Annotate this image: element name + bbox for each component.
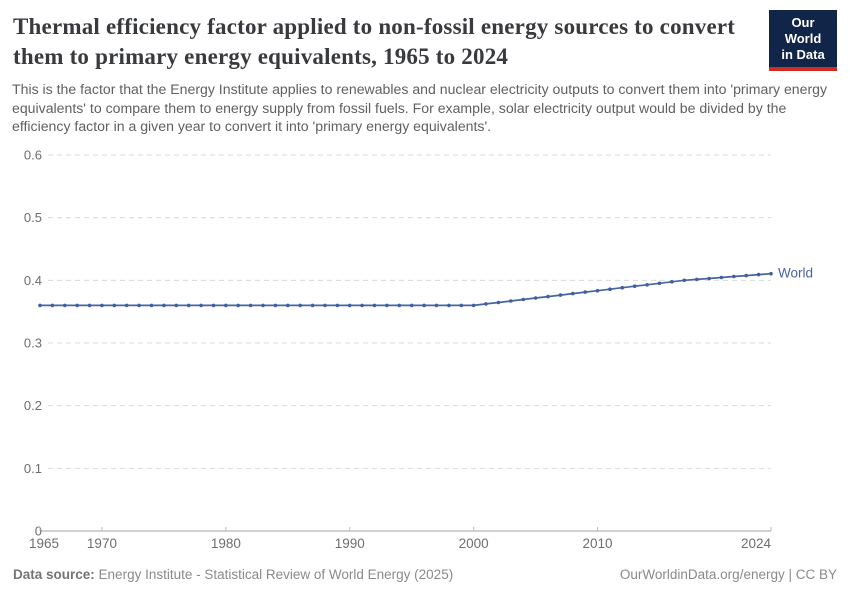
data-point[interactable] (657, 281, 662, 286)
data-point[interactable] (409, 303, 414, 308)
data-point[interactable] (496, 300, 501, 305)
x-axis-tick-label: 1970 (87, 536, 117, 551)
data-point[interactable] (286, 303, 290, 308)
data-point[interactable] (546, 294, 550, 299)
data-point[interactable] (484, 302, 488, 306)
y-axis-tick-label: 0.4 (24, 273, 42, 288)
data-point[interactable] (100, 303, 104, 308)
x-axis-tick-label: 1980 (211, 536, 241, 551)
y-axis-tick-label: 0.6 (24, 148, 42, 163)
x-axis-tick-label: 2024 (741, 536, 772, 551)
data-point[interactable] (224, 303, 228, 308)
data-point[interactable] (162, 303, 166, 308)
data-point[interactable] (63, 303, 67, 308)
data-point[interactable] (422, 303, 426, 308)
data-point[interactable] (261, 303, 265, 308)
y-axis-tick-label: 0.3 (24, 336, 42, 351)
data-point[interactable] (707, 276, 711, 281)
data-point[interactable] (174, 303, 179, 308)
data-point[interactable] (620, 285, 625, 290)
data-point[interactable] (509, 299, 513, 303)
data-point[interactable] (186, 303, 191, 308)
series-end-label[interactable]: World (778, 266, 813, 281)
data-point[interactable] (75, 303, 79, 308)
data-point[interactable] (756, 272, 761, 277)
data-point[interactable] (273, 303, 278, 308)
data-point[interactable] (744, 273, 748, 278)
data-source: Data source: Energy Institute - Statisti… (13, 567, 453, 582)
credit-link[interactable]: OurWorldinData.org/energy | CC BY (619, 567, 837, 582)
data-point[interactable] (682, 278, 687, 283)
x-axis-tick-label: 2000 (459, 536, 489, 551)
data-point[interactable] (298, 303, 303, 308)
data-point[interactable] (670, 280, 674, 284)
y-axis-tick-label: 0.1 (24, 461, 42, 476)
data-point[interactable] (732, 274, 736, 279)
data-point[interactable] (447, 303, 451, 308)
line-chart-plot[interactable]: 0 0.1 0.2 0.3 0.4 0.5 0.6 1965 1970 1980 1990 2000 2… (0, 140, 850, 560)
data-source-label: Data source: (13, 567, 95, 582)
data-point[interactable] (434, 303, 439, 308)
data-point[interactable] (137, 303, 141, 308)
data-point[interactable] (248, 303, 253, 308)
data-point[interactable] (595, 288, 600, 293)
x-axis-tick-label: 2010 (583, 536, 613, 551)
data-point[interactable] (397, 303, 402, 308)
owid-logo-line2: in Data (781, 47, 825, 62)
data-point[interactable] (124, 303, 129, 308)
data-point[interactable] (571, 291, 575, 296)
chart-subtitle: This is the factor that the Energy Insti… (12, 81, 828, 135)
data-point[interactable] (769, 271, 773, 276)
data-point[interactable] (632, 284, 637, 288)
data-point[interactable] (347, 303, 352, 308)
data-point[interactable] (719, 275, 724, 280)
data-point[interactable] (360, 303, 364, 308)
y-axis-tick-label: 0 (35, 524, 42, 539)
owid-logo: Our World in Data (769, 10, 837, 71)
data-point[interactable] (372, 303, 377, 308)
data-point[interactable] (236, 303, 240, 308)
data-point[interactable] (323, 303, 327, 308)
data-point[interactable] (211, 303, 216, 308)
data-point[interactable] (87, 303, 92, 308)
data-point[interactable] (694, 277, 699, 282)
data-point[interactable] (471, 303, 476, 308)
data-point[interactable] (38, 303, 42, 308)
data-point[interactable] (583, 290, 587, 294)
y-axis-tick-label: 0.5 (24, 210, 42, 225)
data-point[interactable] (50, 303, 55, 308)
data-point[interactable] (521, 297, 525, 302)
data-point[interactable] (645, 283, 649, 287)
x-axis-tick-label: 1990 (335, 536, 365, 551)
owid-logo-line1: Our World (784, 15, 822, 46)
y-axis-tick-label: 0.2 (24, 398, 42, 413)
data-point[interactable] (558, 293, 563, 297)
chart-footer: Data source: Energy Institute - Statisti… (13, 567, 837, 582)
data-point[interactable] (310, 303, 315, 308)
data-point[interactable] (385, 303, 389, 308)
data-point[interactable] (112, 303, 117, 308)
data-point[interactable] (199, 303, 203, 308)
chart-title: Thermal efficiency factor applied to non… (13, 14, 736, 69)
x-axis-tick-label: 1965 (29, 536, 59, 551)
data-point[interactable] (533, 296, 538, 300)
data-point[interactable] (459, 303, 464, 308)
data-point[interactable] (149, 303, 154, 308)
data-source-text: Energy Institute - Statistical Review of… (98, 567, 454, 582)
series-line-world[interactable] (40, 272, 772, 307)
data-point[interactable] (335, 303, 340, 308)
data-point[interactable] (608, 287, 612, 291)
